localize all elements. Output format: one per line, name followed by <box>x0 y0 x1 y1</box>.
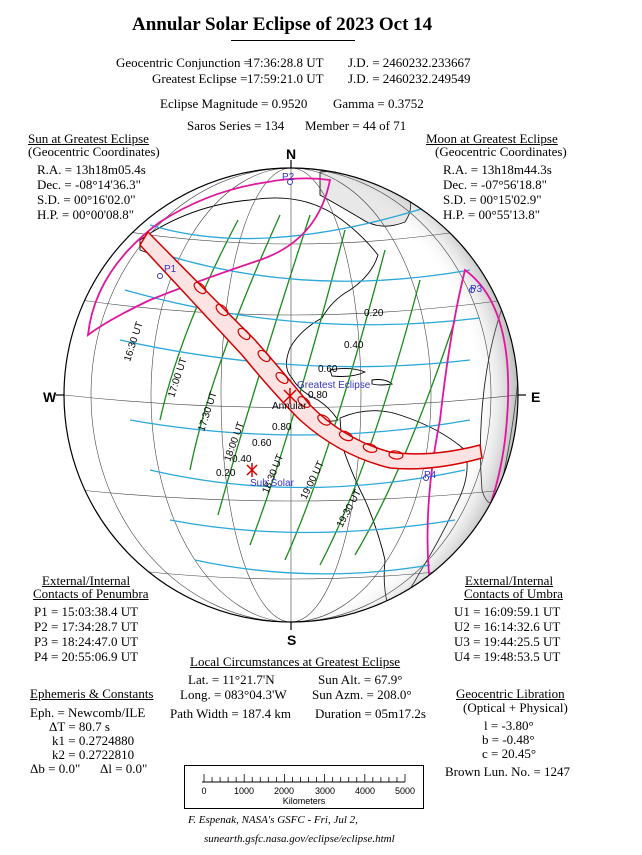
subsolar-marker <box>246 463 258 477</box>
saros-series: Saros Series = 134 <box>187 118 285 133</box>
moon-hp: H.P. = 00°55'13.8" <box>443 207 541 222</box>
scale-tick-4000: 4000 <box>355 786 375 796</box>
eclipse-magnitude: Eclipse Magnitude = 0.9520 <box>160 96 308 111</box>
mag-label-020-left: 0.20 <box>216 468 236 479</box>
mag-label-060-right: 0.60 <box>318 364 338 375</box>
label-annular: Annular <box>272 401 307 412</box>
conjunction-time: 17:36:28.8 UT <box>247 55 324 70</box>
mag-label-020-right: 0.20 <box>364 308 384 319</box>
libration-c: c = 20.45° <box>482 746 537 761</box>
footer-url: sunearth.gsfc.nasa.gov/eclipse/eclipse.h… <box>204 833 395 845</box>
scale-tick-3000: 3000 <box>315 786 335 796</box>
eclipse-gamma: Gamma = 0.3752 <box>333 96 424 111</box>
conjunction-jd: J.D. = 2460232.233667 <box>348 55 471 70</box>
libration-b: b = -0.48° <box>482 732 535 747</box>
local-sun-azm: Sun Azm. = 208.0° <box>312 687 412 702</box>
libration-l: l = -3.80° <box>484 718 534 733</box>
ephemeris-title: Ephemeris & Constants <box>30 686 154 701</box>
local-long: Long. = 083°04.3'W <box>180 687 287 702</box>
moon-section-subtitle: (Geocentric Coordinates) <box>435 144 567 159</box>
ephemeris-k2: k2 = 0.2722810 <box>52 747 135 762</box>
greatest-label: Greatest Eclipse = <box>152 71 248 86</box>
mag-label-060-left: 0.60 <box>252 438 272 449</box>
umbra-title: External/Internal <box>465 573 554 588</box>
local-path-width: Path Width = 187.4 km <box>170 706 292 721</box>
umbra-u1: U1 = 16:09:59.1 UT <box>454 604 561 619</box>
label-p3: P3 <box>470 284 483 295</box>
sun-section-subtitle: (Geocentric Coordinates) <box>28 144 160 159</box>
globe-outline <box>63 167 519 623</box>
umbra-u4: U4 = 19:48:53.5 UT <box>454 649 561 664</box>
scale-tick-0: 0 <box>201 786 206 796</box>
compass-ticks <box>56 160 526 630</box>
moon-sd: S.D. = 00°15'02.9" <box>443 192 542 207</box>
sun-section-title: Sun at Greatest Eclipse <box>28 131 149 146</box>
mag-label-040-right: 0.40 <box>344 340 364 351</box>
local-sun-alt: Sun Alt. = 67.9° <box>318 672 403 687</box>
local-title: Local Circumstances at Greatest Eclipse <box>190 654 401 669</box>
ephemeris-db: Δb = 0.0" <box>30 761 81 776</box>
label-p2: P2 <box>282 172 295 183</box>
local-duration: Duration = 05m17.2s <box>315 706 426 721</box>
greatest-eclipse-marker <box>283 388 297 404</box>
label-p4: P4 <box>424 470 437 481</box>
umbra-u3: U3 = 19:44:25.5 UT <box>454 634 561 649</box>
compass-south: S <box>287 632 297 648</box>
sun-sd: S.D. = 00°16'02.0" <box>37 192 136 207</box>
ephemeris-k1: k1 = 0.2724880 <box>52 733 135 748</box>
compass-west: W <box>43 389 57 405</box>
penumbra-p3: P3 = 18:24:47.0 UT <box>34 634 139 649</box>
penumbra-title: External/Internal <box>42 573 131 588</box>
conjunction-label: Geocentric Conjunction = <box>116 55 252 70</box>
sun-dec: Dec. = -08°14'36.3" <box>37 177 141 192</box>
label-greatest-eclipse: Greatest Eclipse <box>297 380 371 391</box>
moon-ra: R.A. = 13h18m44.3s <box>443 162 552 177</box>
footer-credit: F. Espenak, NASA's GSFC - Fri, Jul 2, <box>188 814 358 826</box>
umbra-u2: U2 = 16:14:32.6 UT <box>454 619 561 634</box>
scale-tick-5000: 5000 <box>395 786 415 796</box>
label-sub-solar: Sub Solar <box>250 478 295 489</box>
moon-section-title: Moon at Greatest Eclipse <box>426 131 558 146</box>
compass-east: E <box>531 389 541 405</box>
moon-dec: Dec. = -07°56'18.8" <box>443 177 547 192</box>
scale-unit: Kilometers <box>283 796 326 806</box>
sun-hp: H.P. = 00°00'08.8" <box>37 207 135 222</box>
mag-label-080-left: 0.80 <box>272 422 292 433</box>
mag-label-080-right: 0.80 <box>308 390 328 401</box>
sun-ra: R.A. = 13h18m05.4s <box>37 162 146 177</box>
title-underline <box>231 40 355 41</box>
mag-label-040-left: 0.40 <box>232 454 252 465</box>
ephemeris-eph: Eph. = Newcomb/ILE <box>30 705 146 720</box>
magnitude-contours <box>119 197 481 575</box>
penumbra-title2: Contacts of Penumbra <box>33 586 149 601</box>
penumbra-p2: P2 = 17:34:28.7 UT <box>34 619 139 634</box>
libration-subtitle: (Optical + Physical) <box>463 700 568 715</box>
local-lat: Lat. = 11°21.7'N <box>188 672 275 687</box>
contact-points <box>157 179 475 481</box>
penumbra-p4: P4 = 20:55:06.9 UT <box>34 649 139 664</box>
scale-bar: 0 1000 2000 3000 4000 5000 Kilometers <box>201 774 415 806</box>
ephemeris-dl: Δl = 0.0" <box>100 761 148 776</box>
scale-bar-box: 0 1000 2000 3000 4000 5000 Kilometers <box>184 765 424 809</box>
page-title: Annular Solar Eclipse of 2023 Oct 14 <box>132 14 433 35</box>
greatest-time: 17:59:21.0 UT <box>247 71 324 86</box>
scale-tick-2000: 2000 <box>274 786 294 796</box>
saros-member: Member = 44 of 71 <box>305 118 407 133</box>
greatest-jd: J.D. = 2460232.249549 <box>348 71 471 86</box>
compass-north: N <box>286 146 297 162</box>
scale-tick-1000: 1000 <box>234 786 254 796</box>
brown-lunation: Brown Lun. No. = 1247 <box>445 764 571 779</box>
penumbra-p1: P1 = 15:03:38.4 UT <box>34 604 139 619</box>
libration-title: Geocentric Libration <box>456 686 565 701</box>
umbra-title2: Contacts of Umbra <box>464 586 563 601</box>
label-p1: P1 <box>164 264 177 275</box>
ephemeris-dt: ΔT = 80.7 s <box>49 719 110 734</box>
annular-path <box>139 230 483 470</box>
